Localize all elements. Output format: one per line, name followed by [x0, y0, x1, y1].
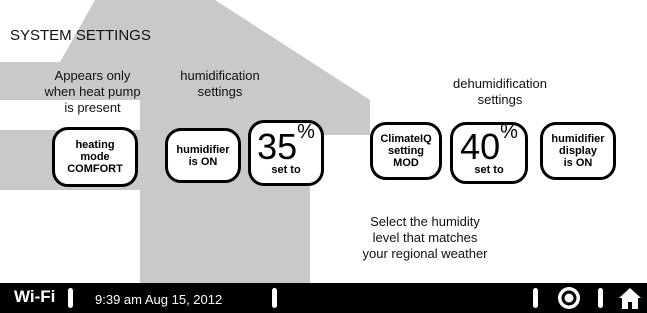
text: level that matches: [345, 230, 505, 246]
text: humidifier: [551, 133, 604, 145]
separator: [68, 288, 73, 308]
wifi-label[interactable]: Wi-Fi: [14, 287, 55, 307]
home-icon[interactable]: [618, 286, 642, 310]
text: settings: [430, 92, 570, 108]
text: MOD: [393, 157, 419, 169]
text: 35: [257, 126, 297, 167]
text: setting: [388, 145, 424, 157]
text: mode: [80, 151, 109, 163]
text: display: [559, 145, 597, 157]
text: Select the humidity: [345, 214, 505, 230]
text: when heat pump: [30, 84, 155, 100]
text: is ON: [564, 157, 593, 169]
text: %: [297, 121, 315, 143]
text: humidification: [160, 68, 280, 84]
setpoint: 35%: [257, 130, 315, 164]
text: set to: [474, 164, 503, 176]
dehumidification-setpoint-button[interactable]: 40%set to: [450, 122, 528, 184]
text: is present: [30, 100, 155, 116]
page-title: SYSTEM SETTINGS: [10, 27, 151, 44]
text: is ON: [189, 156, 218, 168]
text: COMFORT: [67, 163, 123, 175]
text: settings: [160, 84, 280, 100]
setpoint: 40%: [460, 130, 518, 164]
help-icon[interactable]: [556, 285, 582, 311]
text: your regional weather: [345, 246, 505, 262]
datetime: 9:39 am Aug 15, 2012: [95, 292, 222, 307]
text: 40: [460, 126, 500, 167]
text: humidifier: [176, 144, 229, 156]
text: heating: [75, 139, 114, 151]
text: ClimateIQ: [380, 133, 431, 145]
separator: [598, 288, 603, 308]
text: %: [500, 121, 518, 143]
thermostat-screen: SYSTEM SETTINGS Appears onlywhen heat pu…: [0, 0, 647, 313]
separator: [533, 288, 538, 308]
text: Appears only: [30, 68, 155, 84]
humidification-setpoint-button[interactable]: 35%set to: [248, 120, 324, 186]
text: dehumidification: [430, 76, 570, 92]
separator: [272, 288, 277, 308]
text: set to: [271, 164, 300, 176]
